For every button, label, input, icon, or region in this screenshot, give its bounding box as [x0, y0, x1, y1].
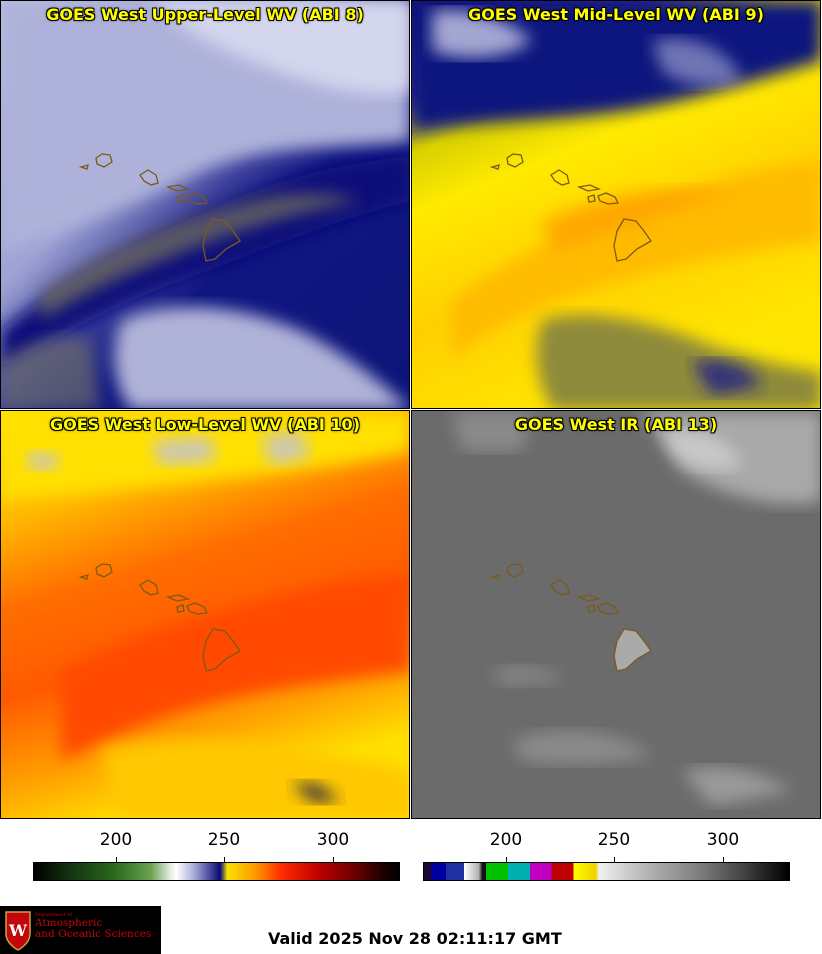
ir-tick-mark: [723, 857, 724, 862]
hawaii-coastline: [78, 563, 241, 672]
panel-title: GOES West Low-Level WV (ABI 10): [49, 415, 360, 434]
mid-level-wv-panel: GOES West Mid-Level WV (ABI 9): [411, 0, 821, 409]
logo-mark: W: [8, 921, 28, 940]
ir-tick-mark: [506, 857, 507, 862]
low-level-wv-image: [1, 411, 409, 818]
valid-time-label: Valid 2025 Nov 28 02:11:17 GMT: [268, 929, 562, 948]
uw-aos-logo: W Department of Atmospheric and Oceanic …: [0, 906, 161, 954]
ir-image: [412, 411, 820, 818]
wv-tick-mark: [224, 857, 225, 862]
wv-tick-label: 200: [99, 830, 133, 850]
upper-level-wv-panel: GOES West Upper-Level WV (ABI 8): [0, 0, 410, 409]
logo-line-3: and Oceanic Sciences: [35, 928, 152, 941]
panel-title: GOES West IR (ABI 13): [514, 415, 718, 434]
ir-panel: GOES West IR (ABI 13): [411, 410, 821, 819]
ir-colorbar-gradient: [423, 862, 790, 881]
panel-title: GOES West Upper-Level WV (ABI 8): [46, 5, 364, 24]
low-level-wv-panel: GOES West Low-Level WV (ABI 10): [0, 410, 410, 819]
uw-crest-icon: W: [5, 911, 31, 951]
hawaii-coastline: [78, 153, 241, 262]
logo-line-2: Atmospheric: [35, 917, 103, 930]
ir-tick-label: 200: [489, 830, 523, 850]
wv-tick-mark: [116, 857, 117, 862]
hawaii-coastline: [489, 563, 652, 672]
wv-tick-mark: [333, 857, 334, 862]
ir-tick-mark: [614, 857, 615, 862]
wv-tick-label: 250: [207, 830, 241, 850]
logo-line-1: Department of: [35, 912, 72, 918]
wv-tick-label: 300: [316, 830, 350, 850]
upper-level-wv-image: [1, 1, 409, 408]
wv-colorbar-gradient: [33, 862, 400, 881]
ir-tick-label: 250: [597, 830, 631, 850]
mid-level-wv-image: [412, 1, 820, 408]
panel-title: GOES West Mid-Level WV (ABI 9): [468, 5, 764, 24]
logo-text: Department of Atmospheric and Oceanic Sc…: [35, 912, 152, 941]
ir-tick-label: 300: [706, 830, 740, 850]
hawaii-coastline: [489, 153, 652, 262]
